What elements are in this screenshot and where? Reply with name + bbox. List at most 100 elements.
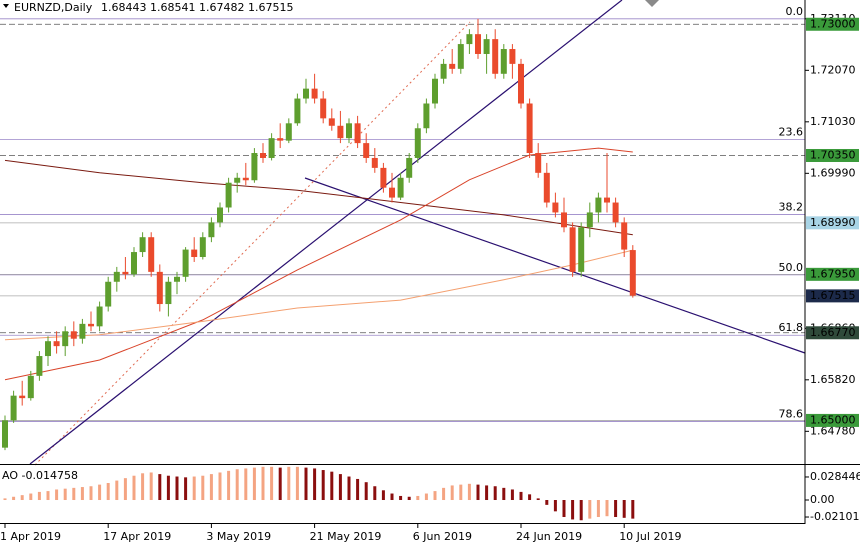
candle-body	[440, 63, 447, 79]
ao-bar	[321, 470, 325, 501]
candle-body	[578, 227, 585, 272]
ao-bar	[278, 467, 282, 501]
x-tick-label: 21 May 2019	[310, 530, 382, 543]
price-label-box	[806, 216, 859, 230]
candle-body	[466, 34, 473, 45]
candle-body	[139, 237, 146, 253]
moving-average	[4, 249, 633, 341]
price-label: 1.68990	[810, 216, 856, 229]
fib-label: 78.6	[779, 407, 804, 420]
ao-bar	[536, 498, 540, 501]
ao-bar	[510, 489, 514, 501]
candle-body	[397, 177, 404, 198]
ao-bar	[12, 496, 16, 501]
fib-label: 23.6	[779, 126, 804, 139]
candle-body	[156, 271, 163, 305]
ao-bar	[528, 494, 532, 501]
ao-bar	[442, 487, 446, 501]
candle-body	[131, 252, 137, 275]
y-tick-label: 1.65820	[810, 373, 856, 386]
ao-bar	[46, 491, 50, 501]
candle-body	[371, 157, 378, 168]
menu-icon[interactable]	[3, 4, 9, 8]
ao-bar	[29, 493, 33, 501]
price-label-box	[806, 148, 859, 162]
x-tick-label: 24 Jun 2019	[516, 530, 582, 543]
ao-bar	[545, 500, 549, 505]
ao-bar	[467, 483, 471, 501]
candle-body	[294, 98, 301, 124]
candle-body	[251, 153, 258, 181]
ao-bar	[373, 486, 377, 501]
candle-body	[337, 125, 344, 139]
price-label: 1.67950	[810, 267, 856, 280]
ao-bar	[579, 500, 583, 521]
candle-body	[509, 49, 516, 64]
ao-bar	[476, 484, 480, 501]
ao-bar	[433, 491, 437, 501]
candle-body	[492, 39, 499, 74]
candle-body	[526, 103, 533, 154]
price-label-box	[806, 413, 859, 427]
ao-bar	[562, 500, 566, 518]
ao-bar	[295, 466, 299, 501]
ao-bar	[270, 466, 274, 501]
ohlc-readout: 1.68443 1.68541 1.67482 1.67515	[101, 1, 293, 14]
ao-bar	[72, 487, 76, 501]
ao-bar	[407, 496, 411, 501]
candle-body	[354, 123, 361, 144]
ao-bar	[459, 484, 463, 501]
candle-body	[432, 78, 438, 104]
candle-body	[500, 49, 507, 74]
ao-bar	[356, 478, 360, 501]
candle-body	[105, 281, 112, 307]
ao-bar	[141, 473, 145, 501]
price-label-box	[806, 17, 859, 31]
candle-body	[36, 356, 43, 376]
candle-body	[45, 341, 51, 357]
ao-bar	[338, 474, 342, 501]
chart-title: EURNZD,Daily	[14, 1, 93, 14]
ao-bar	[175, 476, 179, 501]
fib-label: 50.0	[779, 261, 804, 274]
ao-bar	[553, 500, 557, 512]
candle-body	[389, 187, 395, 198]
x-tick-label: 10 Jul 2019	[619, 530, 681, 543]
ao-bar	[55, 489, 59, 501]
price-label: 1.66770	[810, 326, 856, 339]
candle-body	[88, 323, 94, 327]
candle-body	[621, 222, 628, 250]
candle-body	[457, 44, 464, 69]
ao-bar	[502, 487, 506, 501]
ao-bar	[227, 470, 231, 501]
candle-body	[518, 63, 524, 104]
candle-body	[122, 271, 129, 275]
y-tick-label: 1.69990	[810, 166, 856, 179]
ao-bar	[631, 500, 635, 519]
candle-body	[311, 88, 318, 99]
price-label: 1.65000	[810, 413, 856, 426]
ao-bar	[493, 486, 497, 501]
ao-bar	[390, 493, 394, 501]
price-label: 1.73000	[810, 17, 856, 30]
ao-bar	[218, 472, 222, 501]
ao-bar	[123, 478, 127, 501]
candle-body	[10, 395, 17, 421]
y-tick-label: 1.71030	[810, 115, 856, 128]
candle-body	[303, 88, 309, 99]
price-label-box	[806, 326, 859, 340]
price-label-box	[806, 289, 859, 303]
candle-body	[174, 276, 180, 282]
candle-body	[242, 177, 249, 181]
ao-tick-label: 0.00	[810, 493, 835, 506]
ao-bar	[184, 477, 188, 501]
candle-body	[346, 123, 352, 139]
candle-body	[320, 98, 327, 119]
x-tick-label: 1 Apr 2019	[0, 530, 61, 543]
ao-bar	[98, 484, 102, 501]
ao-bar	[364, 482, 368, 501]
fib-label: 61.8	[779, 321, 804, 334]
price-label: 1.67515	[810, 289, 856, 302]
ao-tick-label: 0.028446	[810, 470, 860, 483]
